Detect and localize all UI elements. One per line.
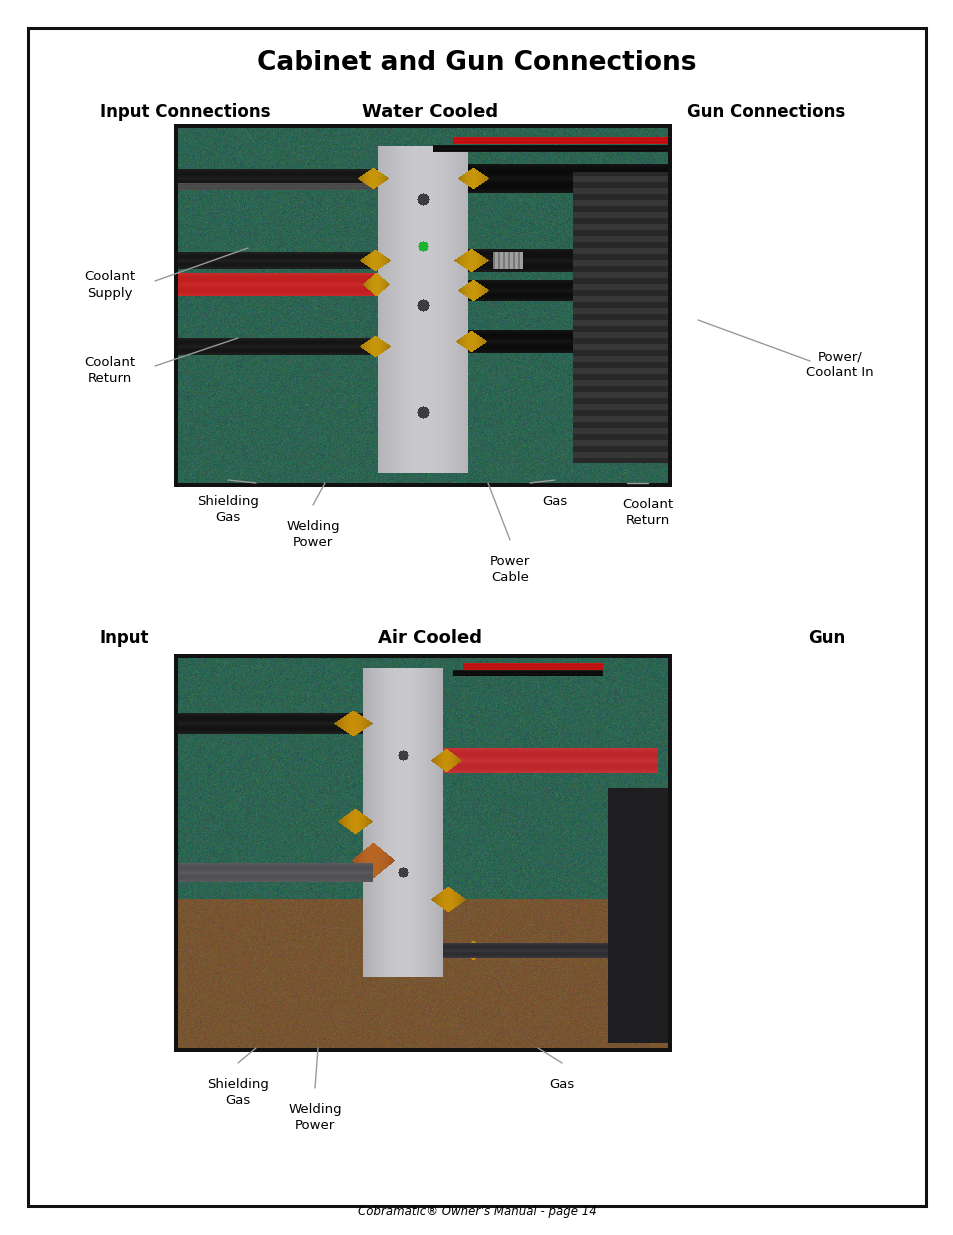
Text: Input: Input (100, 629, 150, 647)
Text: Coolant
Supply: Coolant Supply (85, 270, 135, 300)
Text: Water Cooled: Water Cooled (361, 103, 497, 121)
Text: Coolant
Return: Coolant Return (85, 356, 135, 384)
Text: Gas: Gas (542, 495, 567, 508)
Text: Shielding
Gas: Shielding Gas (197, 495, 258, 524)
Text: Gun: Gun (807, 629, 844, 647)
Bar (173, 124, 671, 487)
Text: Air Cooled: Air Cooled (377, 629, 481, 647)
Bar (173, 655, 671, 1052)
Text: Cabinet and Gun Connections: Cabinet and Gun Connections (257, 49, 696, 77)
Text: Input Connections: Input Connections (100, 103, 271, 121)
Text: Cobramatic® Owner’s Manual - page 14: Cobramatic® Owner’s Manual - page 14 (357, 1205, 596, 1219)
Text: Gun Connections: Gun Connections (686, 103, 844, 121)
Text: Welding
Power: Welding Power (288, 1103, 341, 1132)
Text: Welding
Power: Welding Power (286, 520, 339, 550)
Text: Gas: Gas (549, 1078, 574, 1091)
Text: Power
Cable: Power Cable (489, 555, 530, 584)
Text: Power/
Coolant In: Power/ Coolant In (805, 351, 873, 379)
Text: Shielding
Gas: Shielding Gas (207, 1078, 269, 1107)
Text: Coolant
Return: Coolant Return (621, 498, 673, 527)
